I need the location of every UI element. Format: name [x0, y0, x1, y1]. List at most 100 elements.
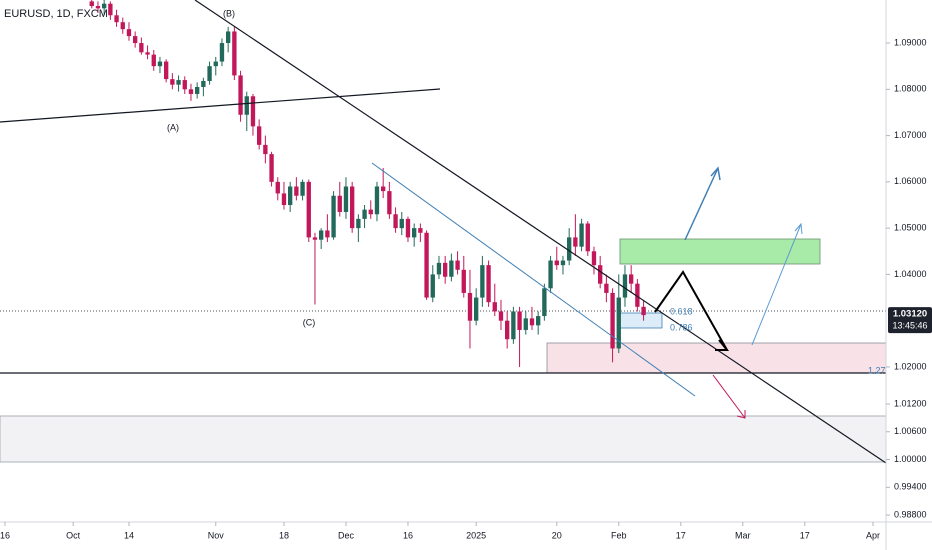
- trendline: [0, 88, 441, 123]
- wave-label: (C): [303, 317, 316, 327]
- supply-zone: [546, 342, 887, 374]
- bull-arrow: [751, 223, 802, 346]
- x-tick-label: Feb: [611, 530, 627, 540]
- candle-body: [194, 87, 200, 94]
- candle-body: [380, 186, 386, 192]
- x-tick-label: Apr: [866, 530, 880, 540]
- price-box: [888, 307, 932, 334]
- x-tick-label: 18: [279, 530, 289, 540]
- candle-body: [287, 186, 293, 206]
- candle-body: [436, 262, 442, 275]
- candle-body: [139, 43, 144, 53]
- candle-body: [505, 320, 510, 340]
- candle-body: [89, 1, 94, 7]
- candle-body: [356, 218, 361, 229]
- chart-title: EURUSD, 1D, FXCM: [4, 8, 108, 20]
- x-tick-label: 17: [800, 530, 810, 540]
- candle-body: [443, 262, 448, 277]
- candle-body: [343, 186, 349, 212]
- arrow-head: [710, 166, 721, 181]
- candle-body: [294, 186, 299, 196]
- channel-line: [371, 162, 696, 397]
- candle-body: [163, 61, 169, 80]
- candle-body: [318, 230, 324, 240]
- candle-body: [170, 79, 175, 85]
- candle-body: [176, 80, 181, 85]
- candle-body: [275, 181, 280, 194]
- y-tick-label: 1.01200: [894, 398, 927, 408]
- candle-body: [449, 260, 454, 277]
- candle-body: [418, 228, 423, 233]
- candle-body: [120, 22, 125, 30]
- candle-body: [182, 80, 187, 90]
- candle-body: [405, 218, 411, 238]
- candle-body: [269, 154, 274, 182]
- fib-label: 1.27: [868, 365, 886, 375]
- candle-body: [126, 29, 132, 37]
- last-price: 1.03120: [893, 309, 927, 320]
- candle-body: [635, 283, 640, 307]
- candle-body: [325, 230, 330, 238]
- candle-body: [263, 144, 268, 155]
- candle-body: [95, 6, 101, 9]
- arrow-head: [715, 339, 730, 351]
- arrow-head: [736, 410, 746, 419]
- candle-body: [480, 265, 485, 298]
- arrow-head: [794, 222, 803, 235]
- x-tick-label: 20: [552, 530, 562, 540]
- y-tick-label: 1.08000: [894, 84, 927, 94]
- candle-body: [424, 232, 429, 298]
- candle-body: [201, 80, 206, 87]
- candle-body: [306, 181, 311, 238]
- y-tick-label: 1.04000: [894, 269, 927, 279]
- fib-zone: [619, 312, 663, 329]
- candle-body: [492, 302, 497, 312]
- candle-body: [387, 191, 392, 215]
- candle-body: [474, 297, 479, 321]
- candle-body: [560, 260, 566, 266]
- candle-body: [598, 265, 603, 284]
- candle-body: [151, 54, 156, 67]
- x-tick-label: 17: [676, 530, 686, 540]
- candle-body: [362, 209, 367, 219]
- candle-body: [238, 75, 243, 115]
- candle-body: [108, 3, 113, 16]
- wave-label: (B): [223, 8, 235, 18]
- y-tick-label: 1.09000: [894, 37, 927, 47]
- candle-body: [467, 292, 473, 321]
- x-tick-label: Mar: [735, 530, 751, 540]
- countdown: 13:45:46: [892, 321, 927, 331]
- candle-body: [281, 193, 287, 206]
- trendline: [194, 0, 887, 464]
- y-tick-label: 1.00000: [894, 454, 927, 464]
- candle-body: [523, 318, 528, 330]
- fib-label: 0.618: [670, 306, 693, 316]
- x-tick-label: Oct: [66, 530, 81, 540]
- y-tick-label: 1.02000: [894, 361, 927, 371]
- bear-arrow: [712, 374, 746, 419]
- candle-body: [374, 186, 380, 215]
- candle-body: [188, 89, 194, 94]
- candle-body: [132, 36, 138, 44]
- candle-body: [399, 218, 404, 229]
- x-tick-label: 2025: [466, 530, 486, 540]
- x-tick-label: 16: [0, 530, 10, 540]
- candle-body: [219, 43, 225, 62]
- candle-body: [604, 283, 609, 293]
- candle-body: [250, 96, 256, 127]
- candle-body: [300, 181, 305, 196]
- candle-body: [629, 274, 634, 284]
- candle-body: [616, 297, 621, 349]
- candle-body: [498, 311, 504, 321]
- x-tick-label: 14: [124, 530, 134, 540]
- projection-arrow: [654, 270, 728, 351]
- candle-body: [244, 96, 249, 115]
- x-tick-label: Dec: [338, 530, 355, 540]
- candle-body: [591, 251, 597, 266]
- candle-body: [622, 274, 628, 298]
- candle-body: [641, 306, 646, 316]
- candle-body: [511, 311, 516, 340]
- bull-arrow: [684, 167, 719, 241]
